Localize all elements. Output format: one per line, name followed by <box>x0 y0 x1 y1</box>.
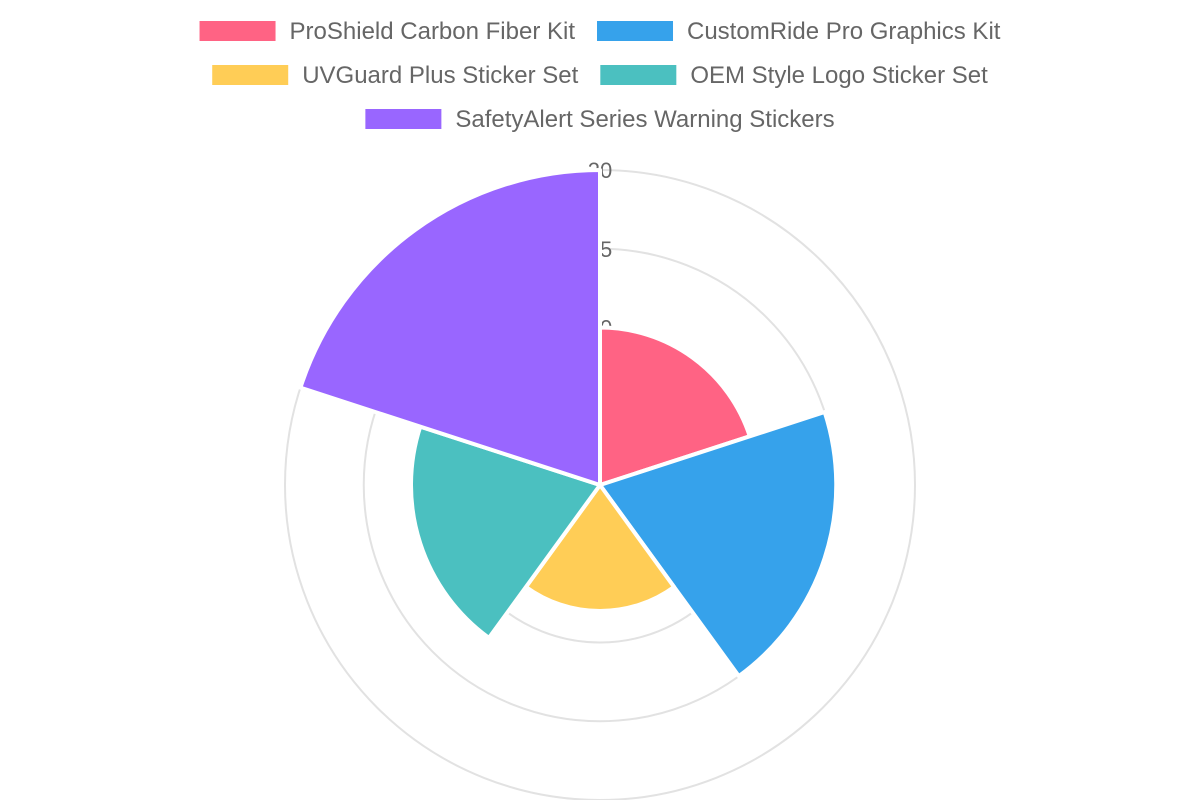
slices <box>298 168 839 679</box>
legend: ProShield Carbon Fiber Kit CustomRide Pro… <box>199 18 1001 133</box>
slice-0[interactable] <box>598 325 752 487</box>
legend-swatch-0[interactable] <box>199 21 276 41</box>
legend-swatch-4[interactable] <box>365 109 442 129</box>
legend-label-1[interactable]: CustomRide Pro Graphics Kit <box>687 18 1001 45</box>
legend-swatch-3[interactable] <box>600 65 677 85</box>
legend-label-0[interactable]: ProShield Carbon Fiber Kit <box>290 18 576 45</box>
legend-label-4[interactable]: SafetyAlert Series Warning Stickers <box>455 106 834 133</box>
legend-label-2[interactable]: UVGuard Plus Sticker Set <box>302 62 578 89</box>
slice-1[interactable] <box>598 409 839 679</box>
slice-4[interactable] <box>298 168 602 487</box>
slice-3[interactable] <box>409 424 602 640</box>
slice-2[interactable] <box>523 483 677 613</box>
legend-label-3[interactable]: OEM Style Logo Sticker Set <box>690 62 988 89</box>
legend-swatch-2[interactable] <box>212 65 289 85</box>
legend-swatch-1[interactable] <box>597 21 674 41</box>
